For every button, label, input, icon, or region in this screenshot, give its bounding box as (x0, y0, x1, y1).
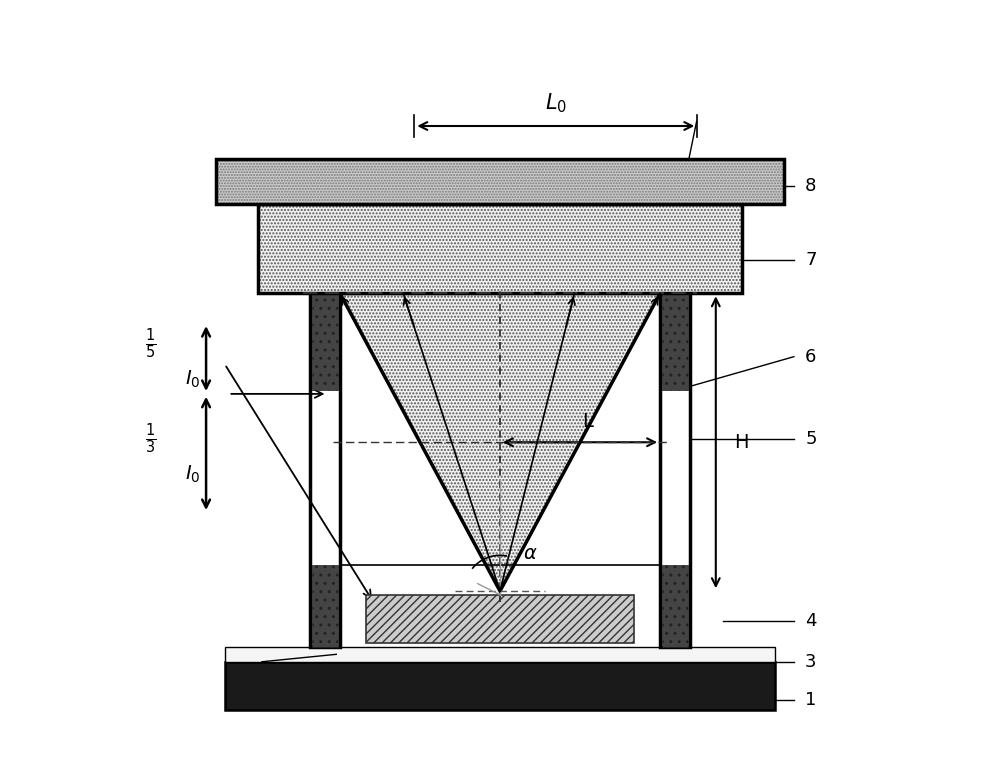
Bar (216, 159, 784, 204)
Bar (225, 647, 775, 662)
Bar (216, 159, 784, 204)
Bar (310, 275, 340, 647)
Bar (662, 275, 688, 390)
Bar (312, 565, 338, 647)
Text: 5: 5 (805, 430, 817, 447)
Text: $\frac{1}{3}$: $\frac{1}{3}$ (145, 421, 156, 456)
Text: $\frac{1}{5}$: $\frac{1}{5}$ (145, 327, 156, 361)
Bar (366, 595, 634, 643)
Text: 4: 4 (805, 612, 817, 630)
Bar (660, 275, 690, 647)
Text: 1: 1 (805, 691, 816, 709)
Text: D: D (697, 240, 711, 258)
Text: 3: 3 (805, 653, 817, 671)
Text: $L_0$: $L_0$ (545, 92, 567, 115)
Bar (662, 565, 688, 647)
Bar (312, 275, 338, 390)
Polygon shape (340, 293, 660, 591)
Text: $I_0$: $I_0$ (185, 464, 200, 485)
Bar (258, 204, 742, 293)
Text: 7: 7 (805, 251, 817, 269)
Bar (225, 662, 775, 710)
Text: $\alpha$: $\alpha$ (523, 544, 538, 563)
Text: 8: 8 (805, 177, 816, 195)
Bar (216, 159, 784, 204)
Bar (258, 204, 742, 293)
Text: H: H (734, 433, 749, 452)
Text: 2: 2 (273, 653, 285, 671)
Text: $I_0$: $I_0$ (185, 368, 200, 390)
Text: L: L (582, 412, 593, 431)
Text: 6: 6 (805, 348, 816, 365)
Bar (258, 204, 742, 293)
